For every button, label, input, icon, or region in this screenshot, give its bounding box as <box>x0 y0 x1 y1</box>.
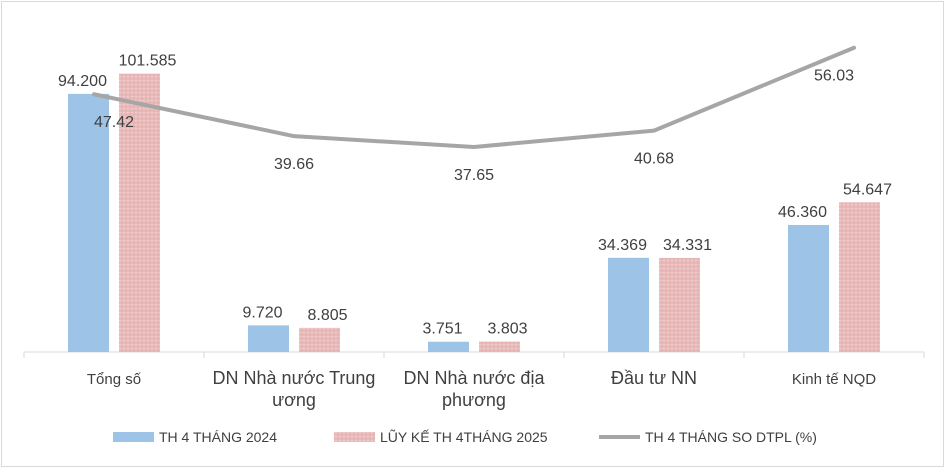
bar-luy-ke-2025 <box>119 73 160 352</box>
category-label: ương <box>272 390 316 410</box>
legend-swatch <box>334 432 375 442</box>
bar-luy-ke-2025 <box>839 202 880 352</box>
line-data-label: 40.68 <box>634 151 674 168</box>
line-data-label: 47.42 <box>94 114 134 131</box>
bar-data-label: 34.369 <box>598 237 647 254</box>
bar-th-4-thang-2024 <box>788 224 829 352</box>
category-label: DN Nhà nước địa <box>404 368 546 388</box>
bar-th-4-thang-2024 <box>428 341 469 352</box>
legend-label: LŨY KẾ TH 4THÁNG 2025 <box>380 429 548 445</box>
legend-label: TH 4 THÁNG SO DTPL (%) <box>645 429 817 445</box>
bar-data-label: 46.360 <box>778 204 827 221</box>
line-data-label: 39.66 <box>274 156 314 173</box>
bar-luy-ke-2025 <box>659 257 700 352</box>
legend-label: TH 4 THÁNG 2024 <box>159 429 277 445</box>
category-label: phương <box>442 390 506 410</box>
legend-swatch <box>113 432 154 442</box>
bar-data-label: 3.751 <box>422 321 462 338</box>
bar-data-label: 101.585 <box>119 53 177 70</box>
category-label: Đầu tư NN <box>611 368 697 388</box>
bar-data-label: 3.803 <box>487 321 527 338</box>
bar-th-4-thang-2024 <box>68 93 109 352</box>
category-label: DN Nhà nước Trung <box>213 368 376 388</box>
bar-luy-ke-2025 <box>479 341 520 352</box>
bar-data-label: 9.720 <box>242 304 282 321</box>
bar-data-label: 34.331 <box>663 237 712 254</box>
bar-data-label: 54.647 <box>843 181 892 198</box>
line-data-label: 56.03 <box>814 68 854 85</box>
bar-data-label: 94.200 <box>58 73 107 90</box>
category-label: Tổng số <box>87 371 142 388</box>
series-line-th-4-thang-so-dtpl <box>92 45 856 149</box>
bar-data-label: 8.805 <box>307 307 347 324</box>
bar-th-4-thang-2024 <box>608 257 649 352</box>
bar-luy-ke-2025 <box>299 327 340 352</box>
bar-th-4-thang-2024 <box>248 325 289 352</box>
line-data-label: 37.65 <box>454 167 494 184</box>
category-label: Kinh tế NQD <box>792 371 876 388</box>
